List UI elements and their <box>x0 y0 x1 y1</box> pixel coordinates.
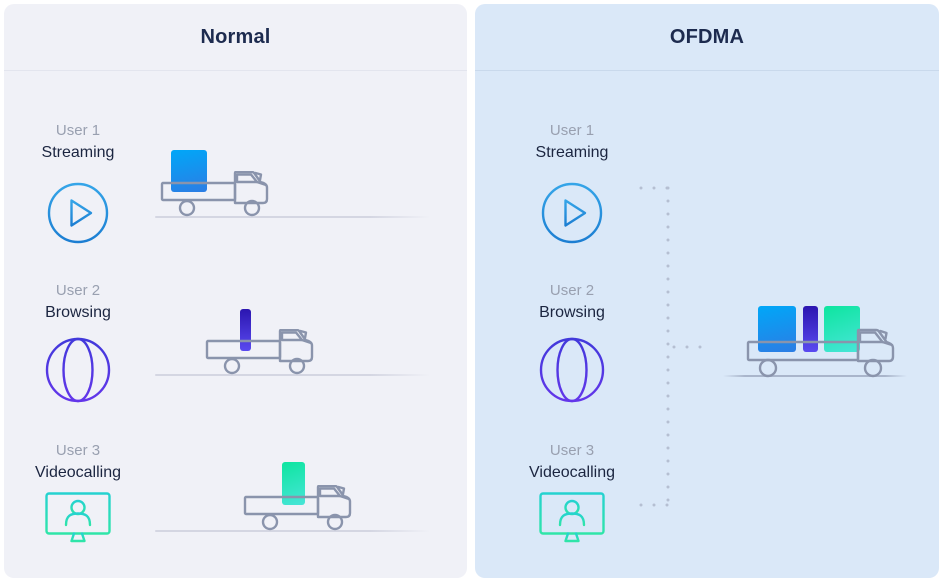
play-icon <box>540 181 604 245</box>
user3-name: User 3 <box>55 442 101 459</box>
panel-normal-title: Normal <box>200 25 271 48</box>
videocall-monitor-icon <box>539 492 605 554</box>
user2-activity: Browsing <box>45 304 111 321</box>
shared-truck-icon <box>740 325 908 380</box>
videocalling-data-packet <box>282 462 305 505</box>
panel-ofdma-title: OFDMA <box>669 25 745 48</box>
user2-label-group: User 2 Browsing <box>497 280 647 324</box>
user1-label-group: User 1 Streaming <box>4 120 153 164</box>
user3-activity: Videocalling <box>529 464 615 481</box>
user3-label-group: User 3 Videocalling <box>4 440 153 484</box>
truck-icon-user1 <box>157 171 275 221</box>
globe-icon <box>539 337 605 403</box>
user1-name: User 1 <box>549 122 595 139</box>
road-line-shared <box>723 375 907 377</box>
user3-activity: Videocalling <box>35 464 121 481</box>
user1-activity: Streaming <box>41 144 115 161</box>
globe-icon <box>45 337 111 403</box>
panel-normal: Normal User 1 Streaming User 2 Browsing <box>4 4 467 578</box>
truck-icon-user3 <box>240 485 358 535</box>
road-line-user3 <box>155 530 430 532</box>
panel-normal-header: Normal <box>4 4 467 71</box>
user2-name: User 2 <box>55 282 101 299</box>
road-line-user1 <box>155 216 430 218</box>
user2-name: User 2 <box>549 282 595 299</box>
merge-dotted-connector <box>639 186 714 510</box>
user3-label-group: User 3 Videocalling <box>497 440 647 484</box>
road-line-user2 <box>155 374 430 376</box>
truck-icon-user2 <box>202 329 320 379</box>
browsing-data-packet <box>240 309 251 351</box>
videocall-monitor-icon <box>45 492 111 554</box>
play-icon <box>46 181 110 245</box>
user2-label-group: User 2 Browsing <box>4 280 153 324</box>
user2-activity: Browsing <box>539 304 605 321</box>
videocalling-data-packet <box>824 306 860 352</box>
user1-name: User 1 <box>55 122 101 139</box>
panel-ofdma: OFDMA User 1 Streaming User 2 Browsing <box>475 4 939 578</box>
user1-label-group: User 1 Streaming <box>497 120 647 164</box>
user3-name: User 3 <box>549 442 595 459</box>
user1-activity: Streaming <box>535 144 609 161</box>
panel-ofdma-header: OFDMA <box>475 4 939 71</box>
browsing-data-packet <box>803 306 818 352</box>
streaming-data-packet <box>171 150 207 192</box>
streaming-data-packet <box>758 306 796 352</box>
